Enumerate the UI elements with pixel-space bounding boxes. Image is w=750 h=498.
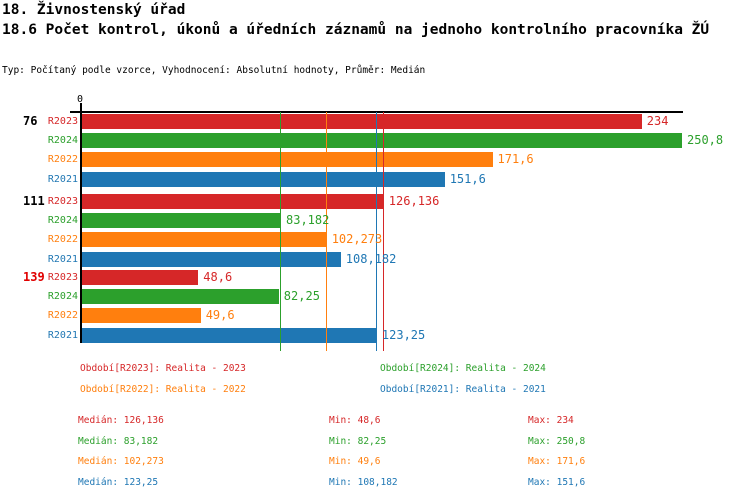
bar-r2021 [82,171,445,187]
bar-series-label-r2021: R2021 [47,329,78,341]
bar-series-label-r2024: R2024 [47,215,78,227]
bar-r2023 [82,194,384,209]
bar-r2021 [82,327,377,343]
legend-item-r2022: Období[R2022]: Realita - 2022 [80,384,246,395]
bar-series-label-r2022: R2022 [47,154,78,166]
bar-r2022 [82,152,493,168]
bar-r2023 [82,114,642,129]
stat-max-r2022: Max: 171,6 [528,456,586,467]
stat-min-r2021: Min: 108,182 [329,476,398,488]
bar-value-label: 102,273 [331,232,383,247]
stat-max-r2021: Max: 151,6 [528,476,586,488]
bar-r2022 [82,308,201,324]
bar-value-label: 250,8 [687,133,724,148]
stat-max-r2023: Max: 234 [528,415,574,426]
bar-value-label: 151,6 [449,171,486,186]
bar-r2023 [82,270,199,285]
stat-min-r2022: Min: 49,6 [329,456,381,467]
bar-series-label-r2024: R2024 [47,291,78,303]
group-label: 76 [23,114,38,128]
bar-value-label: 108,182 [345,251,397,266]
bar-series-label-r2022: R2022 [47,310,78,322]
stat-median-r2021: Medián: 123,25 [78,476,159,488]
stat-min-r2024: Min: 82,25 [329,435,387,447]
page-subtitle: 18.6 Počet kontrol, úkonů a úředních záz… [2,22,710,38]
bar-series-label-r2021: R2021 [47,253,78,265]
bar-value-label: 49,6 [205,308,235,323]
median-line-r2024 [280,112,281,351]
chart-meta-info: Typ: Počítaný podle vzorce, Vyhodnocení:… [2,65,426,76]
median-line-r2022 [325,112,327,351]
group-label: 139 [23,270,45,284]
bar-r2024 [82,133,682,149]
bar-series-label-r2023: R2023 [47,272,78,283]
bar-value-label: 234 [646,114,669,128]
bar-value-label: 82,25 [283,289,320,304]
stat-median-r2023: Medián: 126,136 [78,415,164,426]
stat-max-r2024: Max: 250,8 [528,435,586,447]
bar-series-label-r2023: R2023 [47,196,78,207]
bar-series-label-r2022: R2022 [47,234,78,246]
median-line-r2023 [382,112,384,351]
bar-series-label-r2024: R2024 [47,135,78,147]
bar-r2024 [82,289,279,305]
bar-series-label-r2021: R2021 [47,173,78,185]
group-label: 111 [23,194,45,208]
legend-item-r2021: Období[R2021]: Realita - 2021 [380,384,546,395]
bar-value-label: 171,6 [497,152,534,167]
stat-median-r2022: Medián: 102,273 [78,456,164,467]
bar-r2024 [82,213,281,229]
bar-series-label-r2023: R2023 [47,116,78,127]
median-line-r2021 [375,112,377,351]
bar-value-label: 123,25 [381,327,426,342]
stat-min-r2023: Min: 48,6 [329,415,381,426]
legend-item-r2023: Období[R2023]: Realita - 2023 [80,363,246,374]
page-title: 18. Živnostenský úřad [2,2,186,18]
bar-value-label: 48,6 [203,270,233,284]
y-axis-line [80,103,82,343]
stat-median-r2024: Medián: 83,182 [78,435,159,447]
bar-r2022 [82,232,327,248]
bar-r2021 [82,251,341,267]
bar-value-label: 126,136 [388,194,440,208]
x-axis-line [70,111,683,113]
legend-item-r2024: Období[R2024]: Realita - 2024 [380,363,546,374]
bar-value-label: 83,182 [286,213,330,228]
axis-origin-label: 0 [77,94,84,105]
